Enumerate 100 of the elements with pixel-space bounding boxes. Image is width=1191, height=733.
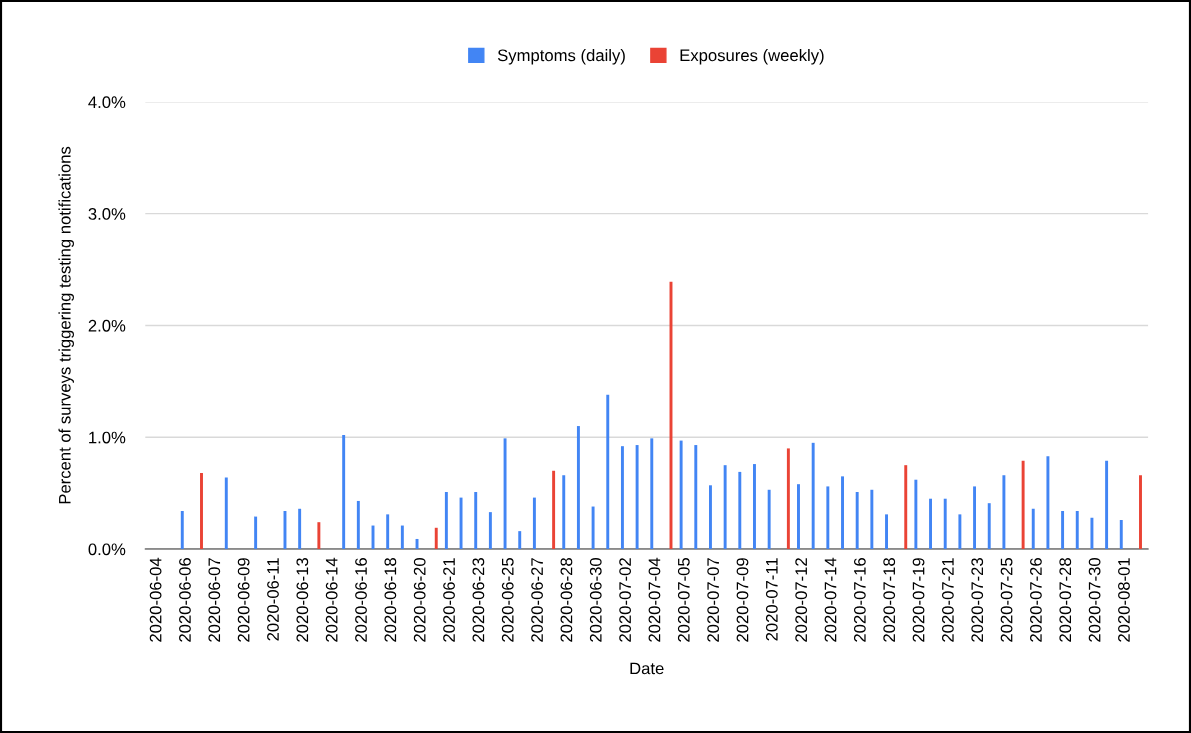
x-axis-title: Date bbox=[630, 662, 664, 675]
x-tick-label: 2020-06-06 bbox=[179, 558, 191, 642]
y-tick-label: 1.0% bbox=[89, 431, 126, 444]
bar bbox=[914, 479, 918, 550]
bar bbox=[459, 497, 463, 550]
x-tick-label: 2020-06-18 bbox=[384, 558, 397, 642]
x-tick-label: 2020-07-07 bbox=[707, 558, 720, 642]
x-tick-label: 2020-06-11 bbox=[267, 558, 279, 641]
bar bbox=[552, 470, 556, 550]
x-tick-label: 2020-07-30 bbox=[1088, 557, 1101, 642]
bar bbox=[987, 503, 991, 550]
x-tick-label: 2020-07-26 bbox=[1030, 558, 1042, 642]
x-tick-label: 2020-06-09 bbox=[237, 558, 250, 642]
bar bbox=[1139, 475, 1142, 550]
bar bbox=[904, 465, 908, 550]
bar bbox=[474, 492, 478, 550]
legend-label: Exposures (weekly) bbox=[680, 48, 824, 65]
x-tick-label: 2020-06-20 bbox=[413, 557, 426, 642]
x-tick-label: 2020-07-12 bbox=[795, 558, 808, 642]
bar bbox=[224, 477, 228, 550]
x-tick-label: 2020-06-16 bbox=[355, 558, 367, 642]
bar bbox=[518, 531, 522, 550]
bar bbox=[786, 448, 790, 550]
x-tick-label: 2020-06-13 bbox=[296, 558, 309, 642]
bar bbox=[576, 426, 580, 550]
x-tick-label: 2020-06-04 bbox=[149, 557, 162, 642]
x-tick-label: 2020-06-14 bbox=[325, 557, 338, 642]
bar bbox=[841, 476, 844, 550]
x-tick-label: 2020-07-23 bbox=[971, 558, 984, 642]
bar bbox=[694, 445, 698, 550]
bar bbox=[753, 464, 756, 550]
bar bbox=[386, 514, 390, 550]
bar bbox=[1031, 508, 1035, 550]
bar bbox=[1075, 511, 1079, 550]
bar bbox=[488, 512, 492, 550]
x-tick-label: 2020-08-01 bbox=[1118, 558, 1130, 642]
bar bbox=[1021, 460, 1025, 550]
bar bbox=[254, 516, 258, 550]
bar bbox=[298, 508, 302, 550]
bar bbox=[562, 475, 566, 550]
x-tick-label: 2020-06-28 bbox=[560, 558, 573, 642]
bar bbox=[444, 492, 448, 550]
x-tick-label: 2020-07-02 bbox=[619, 558, 632, 642]
y-tick-label: 3.0% bbox=[88, 208, 126, 220]
x-tick-label: 2020-07-25 bbox=[1000, 558, 1013, 642]
x-tick-label: 2020-07-11 bbox=[765, 558, 778, 641]
x-tick-label: 2020-07-14 bbox=[824, 557, 837, 642]
x-tick-label: 2020-06-23 bbox=[472, 558, 485, 642]
bar bbox=[679, 440, 683, 550]
bar bbox=[958, 514, 962, 550]
bar bbox=[180, 511, 184, 550]
bar bbox=[400, 525, 404, 550]
x-tick-label: 2020-06-21 bbox=[443, 558, 455, 642]
bar bbox=[591, 506, 595, 550]
bar bbox=[635, 445, 639, 550]
bar bbox=[709, 485, 712, 550]
x-tick-label: 2020-07-21 bbox=[941, 558, 954, 642]
x-tick-label: 2020-06-30 bbox=[589, 557, 602, 642]
bar bbox=[811, 442, 815, 550]
bar bbox=[606, 394, 610, 550]
y-tick-label: 4.0% bbox=[88, 96, 126, 109]
bar bbox=[855, 492, 859, 550]
bar bbox=[973, 486, 977, 550]
x-tick-label: 2020-07-16 bbox=[853, 558, 866, 642]
x-tick-label: 2020-06-07 bbox=[208, 558, 221, 642]
x-tick-label: 2020-07-18 bbox=[883, 558, 896, 642]
bar bbox=[826, 486, 830, 550]
legend-label: Symptoms (daily) bbox=[497, 48, 625, 65]
x-tick-label: 2020-06-25 bbox=[501, 558, 514, 642]
y-tick-label: 0.0% bbox=[88, 543, 126, 556]
bar bbox=[797, 484, 800, 550]
bar bbox=[317, 522, 321, 550]
x-tick-label: 2020-07-04 bbox=[648, 557, 661, 642]
bar bbox=[885, 514, 888, 550]
bar bbox=[1046, 456, 1050, 550]
bar bbox=[767, 489, 771, 550]
bar bbox=[200, 473, 203, 550]
y-axis-title: Percent of surveys triggering testing notifications bbox=[58, 146, 74, 504]
bar bbox=[620, 446, 624, 550]
bar bbox=[723, 465, 727, 550]
x-tick-label: 2020-07-05 bbox=[677, 558, 690, 642]
bar bbox=[650, 438, 654, 550]
bar bbox=[503, 438, 507, 550]
x-tick-label: 2020-07-19 bbox=[912, 558, 925, 642]
bar bbox=[1119, 519, 1123, 550]
bar bbox=[356, 500, 360, 550]
bar bbox=[1002, 475, 1006, 550]
bar bbox=[870, 489, 874, 550]
bar bbox=[1090, 517, 1094, 550]
bar bbox=[434, 527, 438, 550]
bar bbox=[738, 471, 742, 550]
bar bbox=[1061, 511, 1065, 550]
y-tick-label: 2.0% bbox=[88, 319, 126, 332]
bar bbox=[342, 435, 346, 550]
x-tick-label: 2020-07-09 bbox=[736, 558, 749, 642]
bar bbox=[943, 498, 947, 550]
bar bbox=[929, 498, 933, 550]
x-tick-label: 2020-07-28 bbox=[1059, 558, 1072, 642]
x-tick-label: 2020-06-27 bbox=[531, 558, 543, 642]
bar bbox=[532, 497, 536, 550]
